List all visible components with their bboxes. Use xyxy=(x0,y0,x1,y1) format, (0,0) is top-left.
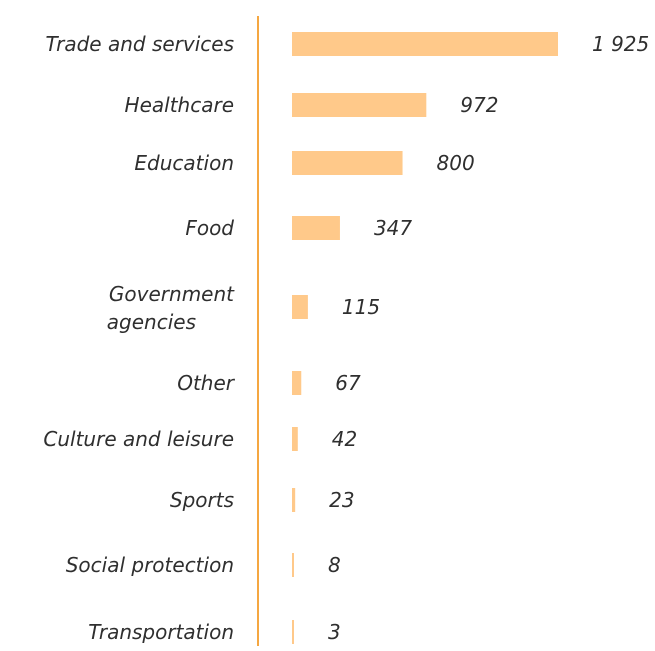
category-label-government-agencies: Government agencies xyxy=(107,282,235,334)
value-label-government-agencies: 115 xyxy=(342,295,380,319)
bar-sports xyxy=(292,488,296,512)
category-label-other: Other xyxy=(177,371,236,395)
bar-culture-and-leisure xyxy=(292,427,298,451)
value-label-culture-and-leisure: 42 xyxy=(332,427,357,451)
value-labels-layer: 1 925 972 800 347 115 67 42 23 8 3 xyxy=(328,32,649,644)
category-label-culture-and-leisure: Culture and leisure xyxy=(43,427,234,451)
category-label-healthcare: Healthcare xyxy=(125,93,234,117)
value-label-trade-and-services: 1 925 xyxy=(592,32,649,56)
category-labels-layer: Trade and services Healthcare Education Foo… xyxy=(43,32,235,644)
category-label-food: Food xyxy=(185,216,234,240)
category-label-transportation: Transportation xyxy=(88,620,234,644)
bars-layer xyxy=(292,32,558,644)
value-label-social-protection: 8 xyxy=(328,553,341,577)
bar-education xyxy=(292,151,403,175)
category-label-sports: Sports xyxy=(170,488,234,512)
bar-other xyxy=(292,371,302,395)
category-label-education: Education xyxy=(134,151,234,175)
category-label-trade-and-services: Trade and services xyxy=(45,32,234,56)
value-label-sports: 23 xyxy=(329,488,354,512)
value-label-transportation: 3 xyxy=(328,620,341,644)
bar-social-protection xyxy=(292,553,294,577)
bar-government-agencies xyxy=(292,295,308,319)
bar-trade-and-services xyxy=(292,32,558,56)
bar-transportation xyxy=(292,620,294,644)
value-label-food: 347 xyxy=(374,216,412,240)
value-label-education: 800 xyxy=(437,151,475,175)
value-label-healthcare: 972 xyxy=(460,93,498,117)
value-label-other: 67 xyxy=(335,371,361,395)
category-label-social-protection: Social protection xyxy=(66,553,234,577)
bar-food xyxy=(292,216,340,240)
bar-healthcare xyxy=(292,93,427,117)
